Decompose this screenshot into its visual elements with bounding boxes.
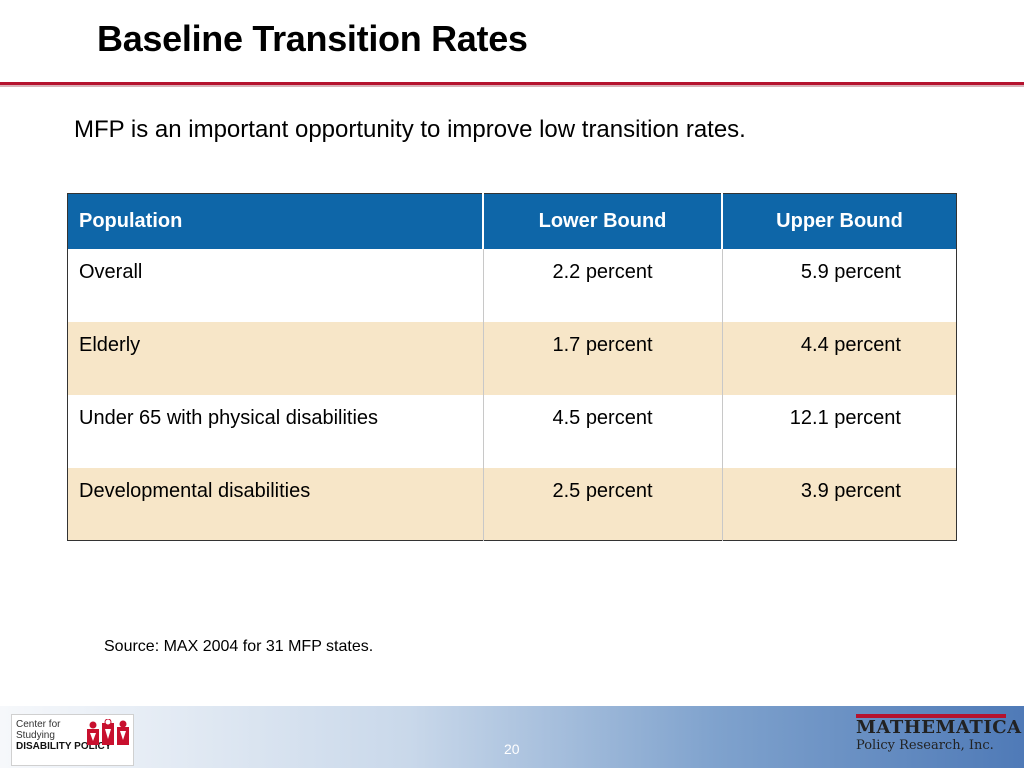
table-row: Under 65 with physical disabilities 4.5 … xyxy=(67,394,957,468)
transition-rates-table: Population Lower Bound Upper Bound Overa… xyxy=(67,193,957,541)
mathematica-logo: MATHEMATICA Policy Research, Inc. xyxy=(856,714,1021,758)
footer-band xyxy=(0,706,1024,768)
table-row: Overall 2.2 percent 5.9 percent xyxy=(67,248,957,322)
slide-subtitle: MFP is an important opportunity to impro… xyxy=(74,116,746,143)
table-header-row: Population Lower Bound Upper Bound xyxy=(67,193,957,249)
logo-line-1: Center for xyxy=(16,719,61,730)
title-divider-shadow xyxy=(0,85,1024,87)
cell-lower-bound: 2.2 percent xyxy=(483,248,723,322)
disability-policy-logo: Center for Studying DISABILITY POLICY xyxy=(11,714,134,766)
header-upper-bound: Upper Bound xyxy=(776,209,903,232)
slide-title: Baseline Transition Rates xyxy=(97,18,528,59)
mathematica-logo-line-1: MATHEMATICA xyxy=(856,714,1021,738)
cell-population: Elderly xyxy=(67,321,484,395)
cell-lower-bound: 4.5 percent xyxy=(483,394,723,468)
page-number: 20 xyxy=(504,741,520,757)
source-note: Source: MAX 2004 for 31 MFP states. xyxy=(104,638,374,655)
logo-line-2: Studying xyxy=(16,730,55,741)
header-population: Population xyxy=(67,193,484,249)
cell-lower-bound: 1.7 percent xyxy=(483,321,723,395)
header-lower-bound: Lower Bound xyxy=(483,193,723,249)
cell-population: Developmental disabilities xyxy=(67,467,484,541)
mathematica-logo-line-2: Policy Research, Inc. xyxy=(856,738,994,753)
table-row: Elderly 1.7 percent 4.4 percent xyxy=(67,321,957,395)
cell-upper-bound: 3.9 percent xyxy=(800,479,901,502)
cell-population: Under 65 with physical disabilities xyxy=(67,394,484,468)
table-row: Developmental disabilities 2.5 percent 3… xyxy=(67,467,957,541)
cell-population: Overall xyxy=(67,248,484,322)
cell-upper-bound: 5.9 percent xyxy=(800,260,901,283)
cell-lower-bound: 2.5 percent xyxy=(483,467,723,541)
title-divider xyxy=(0,82,1024,85)
cell-upper-bound: 4.4 percent xyxy=(800,333,901,356)
logo-line-3: DISABILITY POLICY xyxy=(16,741,112,752)
logo-text: Center for Studying DISABILITY POLICY xyxy=(16,719,111,752)
cell-upper-bound: 12.1 percent xyxy=(789,406,901,429)
people-icon xyxy=(87,719,129,745)
